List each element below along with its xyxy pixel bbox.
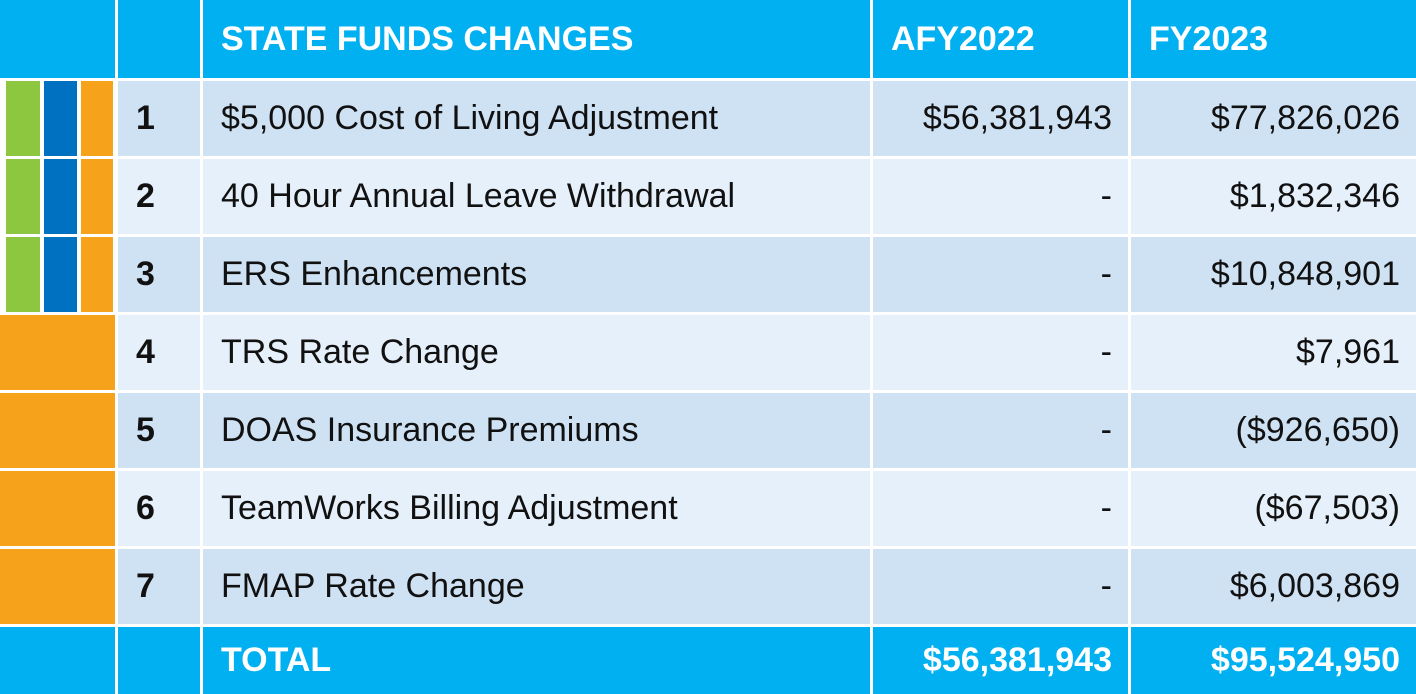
total-blank <box>0 627 115 694</box>
fy-value: $1,832,346 <box>1131 159 1416 234</box>
category-strip <box>0 81 115 156</box>
row-number: 4 <box>118 315 200 390</box>
fy-value: $6,003,869 <box>1131 549 1416 624</box>
fy-value: ($67,503) <box>1131 471 1416 546</box>
row-label: ERS Enhancements <box>203 237 870 312</box>
strip-color <box>44 81 77 156</box>
category-strip <box>0 393 115 468</box>
total-afy: $56,381,943 <box>873 627 1128 694</box>
strip-color <box>6 81 40 156</box>
category-strip <box>0 549 115 624</box>
afy-value: - <box>873 315 1128 390</box>
row-label: TRS Rate Change <box>203 315 870 390</box>
strip-color <box>44 237 77 312</box>
strip-color <box>81 237 113 312</box>
afy-value: - <box>873 159 1128 234</box>
category-strip <box>0 315 115 390</box>
total-label: TOTAL <box>203 627 870 694</box>
fy-value: $10,848,901 <box>1131 237 1416 312</box>
row-number: 2 <box>118 159 200 234</box>
afy-value: $56,381,943 <box>873 81 1128 156</box>
header-title: STATE FUNDS CHANGES <box>203 0 870 78</box>
header-blank <box>118 0 200 78</box>
row-number: 7 <box>118 549 200 624</box>
fy-value: ($926,650) <box>1131 393 1416 468</box>
strip-color <box>6 159 40 234</box>
afy-value: - <box>873 471 1128 546</box>
category-strip <box>0 159 115 234</box>
row-number: 6 <box>118 471 200 546</box>
row-label: FMAP Rate Change <box>203 549 870 624</box>
fy-value: $77,826,026 <box>1131 81 1416 156</box>
strip-color <box>6 237 40 312</box>
row-number: 5 <box>118 393 200 468</box>
strip-color <box>0 471 115 546</box>
header-blank <box>0 0 115 78</box>
total-blank <box>118 627 200 694</box>
category-strip <box>0 237 115 312</box>
row-label: $5,000 Cost of Living Adjustment <box>203 81 870 156</box>
total-fy: $95,524,950 <box>1131 627 1416 694</box>
afy-value: - <box>873 237 1128 312</box>
fy-value: $7,961 <box>1131 315 1416 390</box>
header-afy: AFY2022 <box>873 0 1128 78</box>
afy-value: - <box>873 549 1128 624</box>
category-strip <box>0 471 115 546</box>
row-label: 40 Hour Annual Leave Withdrawal <box>203 159 870 234</box>
row-number: 3 <box>118 237 200 312</box>
header-fy: FY2023 <box>1131 0 1416 78</box>
row-number: 1 <box>118 81 200 156</box>
strip-color <box>81 159 113 234</box>
strip-color <box>0 315 115 390</box>
afy-value: - <box>873 393 1128 468</box>
strip-color <box>81 81 113 156</box>
row-label: DOAS Insurance Premiums <box>203 393 870 468</box>
strip-color <box>0 393 115 468</box>
row-label: TeamWorks Billing Adjustment <box>203 471 870 546</box>
strip-color <box>0 549 115 624</box>
strip-color <box>44 159 77 234</box>
